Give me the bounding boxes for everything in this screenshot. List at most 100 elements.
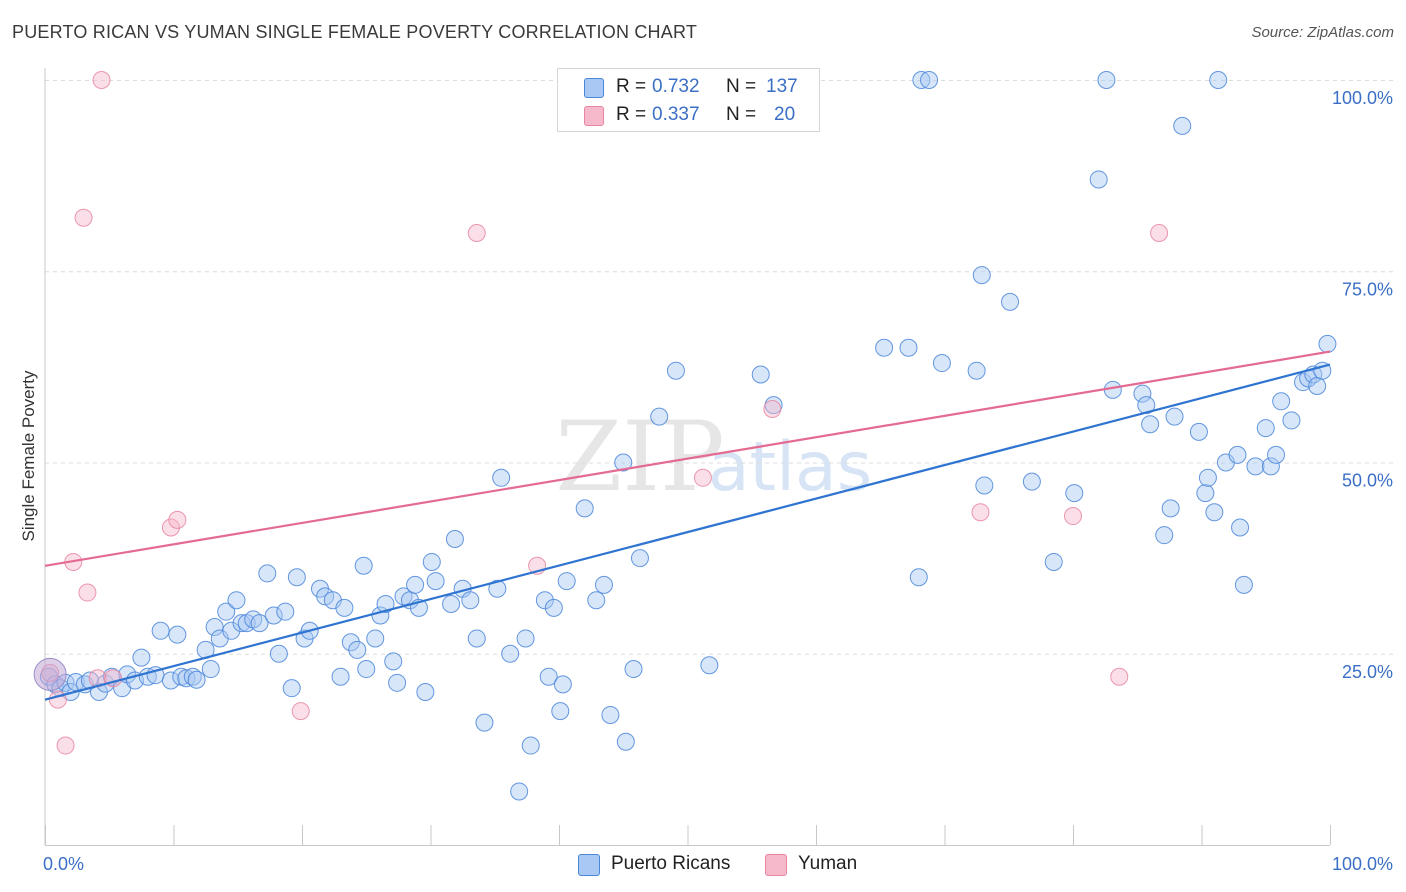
data-point [416,683,435,701]
r-value: 0.337 [652,104,700,125]
r-label: R = [616,104,647,125]
n-label: N = [726,76,757,97]
data-point [357,660,376,679]
data-point [335,598,354,617]
n-value: 20 [774,104,796,125]
data-point [909,568,928,587]
data-point [354,556,373,575]
data-point [972,266,991,285]
stats-swatch-yuman [584,106,604,126]
data-point [630,549,649,568]
data-point [291,702,310,721]
data-point [544,598,563,617]
data-point [445,530,464,548]
data-point [426,572,445,591]
data-point [975,476,994,495]
watermark: ZIP atlas [555,401,872,513]
data-point [1110,667,1129,686]
n-value: 137 [766,76,798,97]
data-point [650,407,669,426]
data-point [269,644,288,663]
data-point [406,575,425,594]
data-point [475,713,494,732]
data-point [217,602,236,621]
data-point [1318,334,1337,353]
data-point [1173,116,1192,135]
data-point [422,552,441,571]
data-point [1261,457,1280,476]
data-point [258,564,277,583]
data-point [187,670,206,689]
data-point [1205,503,1224,522]
data-point [205,617,224,636]
data-point [510,782,529,801]
data-point [912,71,931,89]
data-point [1267,445,1286,464]
data-point [488,579,507,598]
r-value: 0.732 [652,76,700,97]
data-point [763,399,782,418]
data-point [1155,526,1174,545]
data-point [92,71,111,89]
data-point [1272,392,1291,411]
stats-swatch-puerto-ricans [584,78,604,98]
data-point [535,591,554,610]
data-point [1189,422,1208,441]
data-point [693,468,712,487]
data-point [348,640,367,659]
data-point [920,71,939,89]
data-point [1228,445,1247,464]
data-point [168,510,187,529]
data-point [384,652,403,671]
data-point [1256,419,1275,438]
data-point [168,625,187,644]
data-point [594,575,613,594]
data-point [74,208,93,227]
data-point [56,736,75,755]
data-point [551,702,570,721]
data-point [161,671,180,690]
data-point [132,648,151,667]
data-point [232,614,251,633]
data-point [1097,71,1116,89]
data-point [1089,170,1108,189]
trend-line-yuman [44,350,1331,567]
data-point [1150,224,1169,242]
data-point [222,621,241,640]
legend-label-yuman: Yuman [798,853,858,874]
data-point [601,705,620,724]
data-point [557,572,576,591]
data-point [1234,575,1253,594]
data-point [553,675,572,694]
data-point [227,591,246,610]
data-point [1282,411,1301,430]
data-point [971,503,990,522]
data-point [932,354,951,373]
y-tick-label: 100.0% [1332,88,1393,108]
data-point [287,568,306,587]
data-point [201,660,220,679]
data-point [442,595,461,614]
data-point [376,595,395,614]
data-point [967,361,986,380]
data-point [467,629,486,648]
data-point [899,338,918,357]
data-point [751,365,770,384]
data-point [492,468,511,487]
data-point [575,499,594,518]
stats-row-puerto-ricans: R = 0.732 N = 137 [558,73,819,101]
data-point [1133,384,1152,403]
cluster-point [33,657,67,691]
data-point [341,633,360,652]
y-tick-label: 50.0% [1342,471,1393,491]
data-point [1209,71,1228,89]
stats-row-yuman: R = 0.337 N = 20 [558,101,819,129]
data-point [1044,552,1063,571]
data-point [1165,407,1184,426]
data-point [1141,415,1160,434]
watermark-atlas: atlas [708,428,872,507]
data-point [461,591,480,610]
data-point [1065,484,1084,503]
data-point [539,667,558,686]
